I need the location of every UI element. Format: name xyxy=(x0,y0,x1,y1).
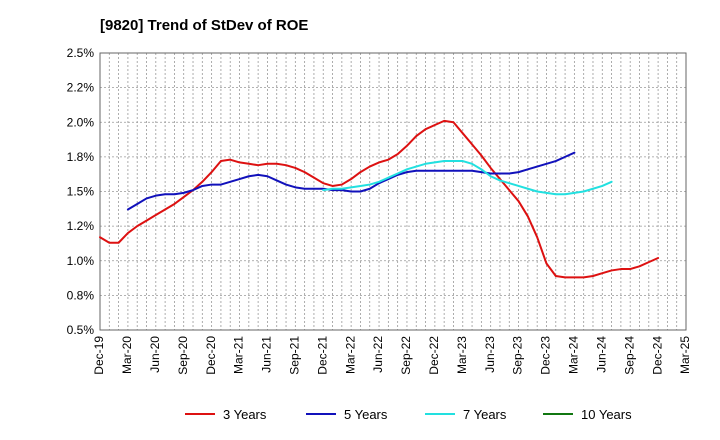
x-tick-label: Sep-22 xyxy=(399,336,413,375)
series-line-5-years xyxy=(126,151,576,211)
plot-border xyxy=(99,52,687,331)
x-tick-label: Jun-24 xyxy=(594,336,608,373)
x-tick-label: Mar-24 xyxy=(567,336,581,374)
chart-title: [9820] Trend of StDev of ROE xyxy=(100,17,308,34)
x-tick-label: Jun-23 xyxy=(483,336,497,373)
x-tick-label: Sep-21 xyxy=(288,336,302,375)
x-tick-label: Jun-22 xyxy=(371,336,385,373)
series-layer xyxy=(99,119,660,279)
axis-layer: 0.5% 0.8% 1.0% 1.2% 1.5% 1.8% 2.0% 2.2% 2.5% Dec-… xyxy=(67,46,693,375)
x-tick-label: Dec-19 xyxy=(92,336,106,375)
x-tick-label: Jun-21 xyxy=(260,336,274,373)
series-line-7-years xyxy=(322,160,613,196)
x-tick-label: Dec-23 xyxy=(539,336,553,375)
x-tick-label: Dec-24 xyxy=(650,336,664,375)
legend-label-5-years: 5 Years xyxy=(344,407,388,422)
y-tick-label: 1.0% xyxy=(67,254,95,268)
x-tick-label: Dec-20 xyxy=(204,336,218,375)
legend-label-10-years: 10 Years xyxy=(581,407,632,422)
legend-label-7-years: 7 Years xyxy=(463,407,507,422)
x-tick-label: Dec-21 xyxy=(315,336,329,375)
y-tick-label: 1.5% xyxy=(67,185,95,199)
x-tick-label: Sep-23 xyxy=(511,336,525,375)
x-tick-label: Mar-22 xyxy=(343,336,357,374)
y-tick-label: 2.5% xyxy=(67,46,95,60)
y-tick-label: 2.0% xyxy=(67,115,95,129)
y-tick-label: 1.2% xyxy=(67,219,95,233)
legend-label-3-years: 3 Years xyxy=(223,407,267,422)
x-tick-label: Mar-20 xyxy=(120,336,134,374)
x-tick-label: Mar-25 xyxy=(678,336,692,374)
y-tick-label: 1.8% xyxy=(67,150,95,164)
y-tick-label: 0.5% xyxy=(67,323,95,337)
x-tick-label: Mar-21 xyxy=(232,336,246,374)
x-tick-label: Sep-20 xyxy=(176,336,190,375)
y-tick-label: 0.8% xyxy=(67,288,95,302)
x-tick-label: Sep-24 xyxy=(622,336,636,375)
x-tick-label: Jun-20 xyxy=(148,336,162,373)
x-tick-label: Dec-22 xyxy=(427,336,441,375)
x-tick-label: Mar-23 xyxy=(455,336,469,374)
y-tick-label: 2.2% xyxy=(67,81,95,95)
chart-legend: 3 Years 5 Years 7 Years 10 Years xyxy=(185,407,632,422)
